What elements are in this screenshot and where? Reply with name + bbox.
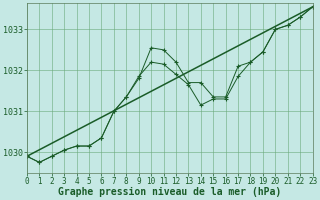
X-axis label: Graphe pression niveau de la mer (hPa): Graphe pression niveau de la mer (hPa) (58, 187, 281, 197)
